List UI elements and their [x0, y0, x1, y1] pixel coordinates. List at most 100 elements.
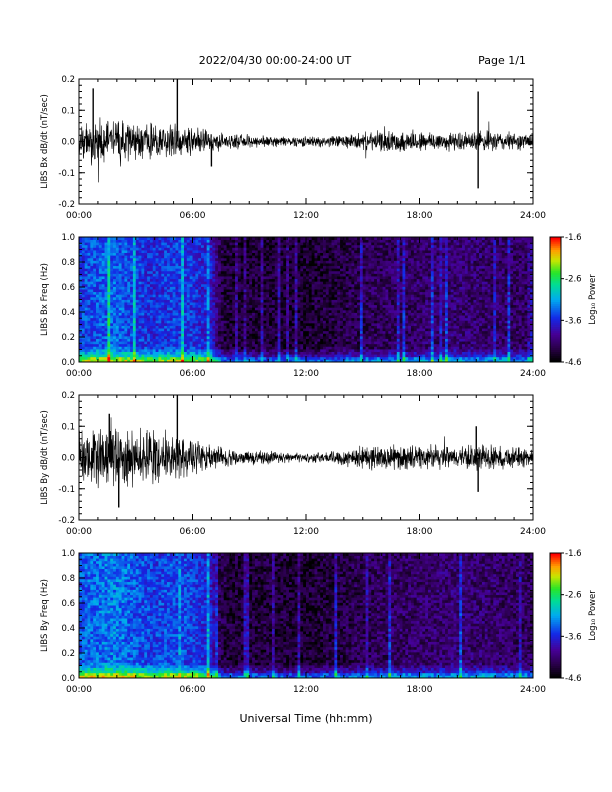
bx_spec-cell [325, 250, 330, 254]
bx_spec-cell [195, 330, 199, 334]
bx_spec-cell [342, 260, 347, 264]
bx_spec-cell [328, 320, 332, 324]
bx_spec-cell [172, 237, 176, 240]
bx_spec-cell [337, 346, 341, 350]
bx_spec-cell [175, 302, 179, 306]
bx_spec-cell [175, 328, 179, 332]
bx_spec-cell [172, 281, 176, 285]
bx_spec-cell [223, 286, 227, 290]
bx_spec-cell [215, 309, 219, 313]
bx_spec-cell [149, 273, 154, 277]
bx_spec-cell [340, 250, 344, 254]
bx_spec-cell [286, 343, 290, 347]
bx_spec-cell [113, 265, 117, 269]
bx_spec-cell [308, 343, 313, 347]
bx_spec-cell [189, 294, 193, 298]
bx_spec-cell [362, 348, 366, 352]
bx_spec-cell [198, 325, 202, 329]
bx_spec-cell [124, 255, 128, 259]
bx_spec-cell [161, 289, 165, 293]
bx_spec-cell [331, 289, 335, 293]
bx_spec-cell [189, 299, 193, 303]
bx_spec-cell [90, 283, 94, 287]
bx_spec-cell [266, 317, 270, 321]
bx_spec-cell [96, 252, 100, 256]
bx_spec-cell [110, 276, 114, 280]
bx_spec-cell [286, 237, 290, 240]
bx_spec-cell [198, 309, 202, 313]
bx_spec-cell [113, 328, 117, 332]
bx_spec-cell [113, 320, 117, 324]
bx_spec-cell [246, 265, 250, 269]
bx_spec-cell [337, 320, 341, 324]
bx_spec-cell [81, 291, 86, 295]
bx_spec-cell [104, 247, 108, 251]
bx_spec-cell [237, 289, 242, 293]
bx_spec-cell [306, 348, 310, 352]
bx_spec-cell [107, 289, 111, 293]
bx_spec-cell [175, 247, 179, 251]
bx_spec-cell [135, 257, 139, 261]
bx_spec-cell [306, 356, 310, 360]
bx_spec-cell [98, 257, 103, 261]
bx_spec-cell [288, 260, 293, 264]
bx_spec-cell [104, 330, 108, 334]
bx_spec-cell [311, 273, 315, 277]
bx_spec-cell [226, 343, 230, 347]
bx_spec-cell [274, 346, 279, 350]
bx_spec-cell [178, 302, 182, 306]
bx_spec-cell [201, 322, 205, 326]
bx_spec-cell [365, 346, 369, 350]
bx_spec-cell [203, 239, 208, 243]
bx_spec-cell [354, 341, 358, 345]
bx_spec-cell [147, 304, 151, 308]
bx_spec-cell [277, 296, 281, 300]
bx_spec-cell [124, 312, 128, 316]
bx_spec-cell [269, 273, 273, 277]
bx_spec-cell [297, 260, 301, 264]
bx_spec-cell [155, 265, 159, 269]
bx_spec-cell [263, 291, 267, 295]
bx_spec-cell [280, 294, 284, 298]
bx_spec-cell [138, 330, 142, 334]
bx_spec-cell [317, 268, 321, 272]
bx_spec-cell [127, 335, 131, 339]
bx_spec-cell [161, 270, 165, 274]
bx_spec-cell [243, 322, 247, 326]
bx_spec-cell [340, 252, 344, 256]
bx_spec-cell [325, 338, 330, 342]
bx_spec-cell [269, 237, 273, 240]
bx_spec-cell [232, 309, 236, 313]
bx_spec-cell [232, 338, 236, 342]
bx_spec-cell [311, 257, 315, 261]
bx_spec-cell [118, 296, 122, 300]
bx_spec-cell [164, 356, 168, 360]
bx_spec-cell [223, 341, 227, 345]
bx_spec-cell [186, 348, 191, 352]
bx_spec-cell [113, 348, 117, 352]
bx_spec-cell [308, 315, 313, 319]
bx_spec-cell [300, 257, 304, 261]
bx_spec-cell [232, 276, 236, 280]
bx_spec-cell [164, 335, 168, 339]
bx_spec-cell [101, 296, 105, 300]
bx_spec-cell [351, 322, 355, 326]
bx_spec-cell [240, 333, 244, 337]
bx_spec-cell [337, 252, 341, 256]
bx_spec-cell [362, 252, 366, 256]
bx_spec-cell [115, 333, 120, 337]
bx_spec-cell [141, 250, 145, 254]
bx_spec-cell [107, 263, 111, 267]
bx_spec-cell [178, 276, 182, 280]
bx_spec-cell [252, 276, 256, 280]
bx_spec-cell [320, 281, 324, 285]
bx_spec-cell [286, 286, 290, 290]
bx_spec-cell [308, 283, 313, 287]
bx_spec-cell [166, 296, 171, 300]
bx_spec-cell [209, 346, 213, 350]
bx_spec-cell [325, 255, 330, 259]
bx_spec-cell [181, 268, 185, 272]
bx_spec-cell [300, 325, 304, 329]
bx_spec-cell [124, 351, 128, 355]
